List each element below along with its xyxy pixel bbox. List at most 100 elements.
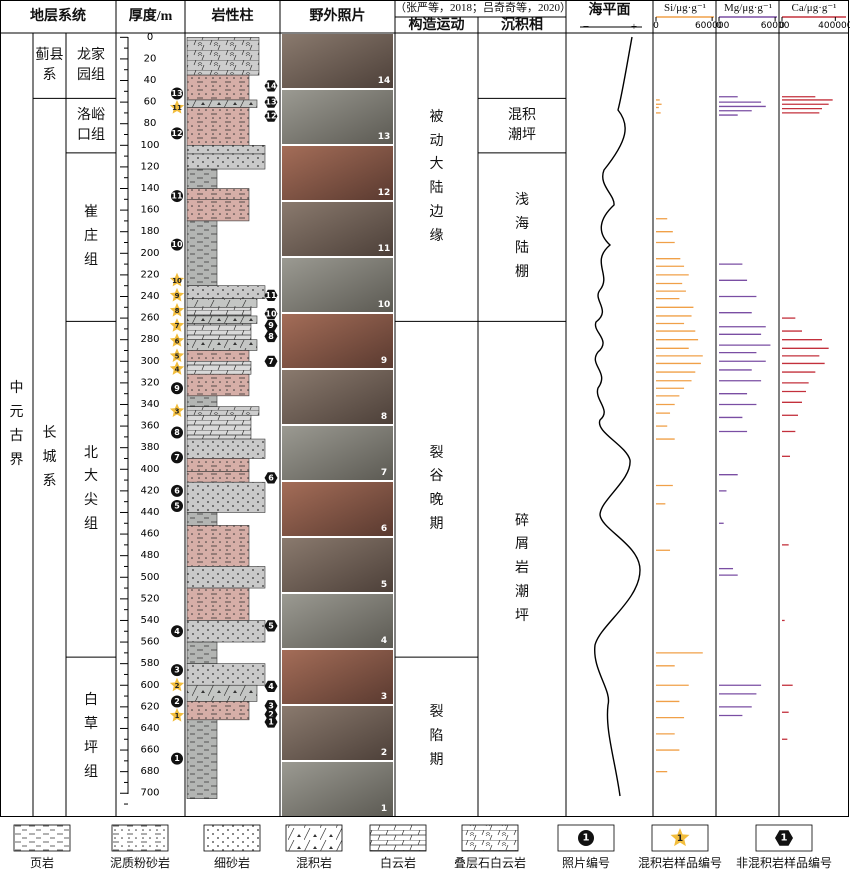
photo-number: 4 bbox=[381, 636, 387, 646]
frame bbox=[0, 0, 849, 817]
legend-label: 细砂岩 bbox=[213, 856, 250, 870]
element-tick-label: 0 bbox=[779, 21, 785, 31]
nonmixed-sample-marker bbox=[264, 680, 278, 692]
unit-name: 蓟县系 bbox=[35, 48, 64, 83]
lithology-pattern bbox=[187, 199, 249, 221]
photo-marker-number: 4 bbox=[174, 627, 180, 636]
depth-tick-label: 680 bbox=[140, 766, 159, 777]
mixed-sample-marker bbox=[169, 403, 185, 417]
nonmixed-sample-number: 12 bbox=[265, 112, 276, 121]
nonmixed-sample-marker bbox=[264, 716, 278, 728]
lithology-pattern bbox=[187, 482, 265, 513]
mixed-sample-number: 3 bbox=[175, 407, 180, 415]
depth-tick-label: 180 bbox=[140, 226, 159, 237]
lithology-pattern bbox=[187, 685, 257, 702]
legend-icon bbox=[578, 830, 594, 846]
lithology-pattern bbox=[187, 415, 251, 440]
nonmixed-sample-number: 8 bbox=[268, 332, 274, 341]
photo-marker-number: 10 bbox=[171, 240, 183, 249]
header-cell: 沉积相 bbox=[501, 17, 543, 33]
lithology-pattern bbox=[187, 298, 257, 308]
photo-marker bbox=[171, 451, 183, 464]
depth-tick-label: 200 bbox=[140, 248, 159, 259]
element-title: Mg/μg·g⁻¹ bbox=[723, 1, 772, 14]
unit-name: 碎屑岩潮坪 bbox=[515, 513, 529, 624]
element-title: Si/μg·g⁻¹ bbox=[664, 1, 706, 14]
field-photo bbox=[282, 314, 393, 368]
depth-tick-label: 120 bbox=[140, 161, 159, 172]
lithology-pattern bbox=[187, 107, 249, 146]
field-photo bbox=[282, 90, 393, 144]
nonmixed-sample-marker bbox=[264, 110, 278, 122]
photo-marker bbox=[171, 382, 183, 395]
photo-marker-number: 11 bbox=[171, 192, 183, 201]
photo-number: 9 bbox=[381, 356, 387, 366]
photo-marker bbox=[171, 127, 183, 140]
nonmixed-sample-number: 2 bbox=[268, 710, 274, 719]
photo-marker bbox=[171, 752, 183, 765]
depth-tick-label: 0 bbox=[147, 32, 153, 43]
lithology-pattern bbox=[187, 374, 249, 396]
element-tick-label: 400000 bbox=[818, 21, 850, 31]
photo-marker-number: 5 bbox=[174, 501, 180, 510]
lithology-pattern bbox=[187, 512, 217, 526]
depth-tick-label: 100 bbox=[140, 140, 159, 151]
mixed-sample-marker bbox=[169, 348, 185, 362]
field-photo bbox=[282, 146, 393, 200]
legend-pattern bbox=[112, 825, 168, 851]
photo-number: 6 bbox=[381, 524, 387, 534]
lithology-pattern bbox=[187, 315, 257, 324]
lithology-pattern bbox=[187, 642, 217, 664]
unit-name: 白草坪组 bbox=[84, 693, 98, 780]
nonmixed-sample-number: 14 bbox=[265, 81, 277, 90]
mixed-sample-number: 1 bbox=[175, 712, 180, 720]
nonmixed-sample-marker bbox=[264, 620, 278, 632]
unit-name: 浅海陆棚 bbox=[515, 193, 529, 280]
legend-pattern bbox=[204, 825, 260, 851]
depth-tick-label: 520 bbox=[140, 593, 159, 604]
photo-marker bbox=[171, 87, 183, 100]
unit-name: 北大尖组 bbox=[84, 445, 98, 533]
lithology-pattern bbox=[187, 153, 265, 170]
field-photo bbox=[282, 762, 393, 816]
depth-tick-label: 60 bbox=[144, 97, 157, 108]
nonmixed-sample-number: 5 bbox=[268, 621, 274, 630]
photo-number: 5 bbox=[381, 580, 387, 590]
depth-tick-label: 420 bbox=[140, 485, 159, 496]
legend-icon-number: 1 bbox=[781, 833, 788, 844]
nonmixed-sample-number: 6 bbox=[268, 473, 274, 482]
lithology-pattern bbox=[187, 439, 265, 459]
depth-tick-label: 300 bbox=[140, 356, 159, 367]
photo-marker bbox=[171, 625, 183, 638]
depth-tick-label: 440 bbox=[140, 507, 159, 518]
legend-label: 混积岩 bbox=[295, 856, 332, 870]
nonmixed-sample-marker bbox=[264, 96, 278, 108]
depth-tick-label: 540 bbox=[140, 615, 159, 626]
photo-marker bbox=[171, 238, 183, 251]
lithology-pattern bbox=[187, 188, 249, 200]
mixed-sample-marker bbox=[169, 361, 185, 375]
photo-marker-number: 3 bbox=[174, 666, 180, 675]
legend-icon bbox=[775, 830, 793, 846]
depth-tick-label: 20 bbox=[144, 53, 157, 64]
lithology-pattern bbox=[187, 169, 217, 189]
photo-marker bbox=[171, 499, 183, 512]
nonmixed-sample-number: 1 bbox=[268, 717, 274, 726]
photo-marker-number: 1 bbox=[174, 754, 180, 763]
depth-tick-label: 220 bbox=[140, 269, 159, 280]
mixed-sample-number: 9 bbox=[175, 292, 180, 300]
depth-tick-label: 40 bbox=[144, 75, 157, 86]
lithology-pattern bbox=[187, 145, 265, 154]
nonmixed-sample-number: 10 bbox=[265, 309, 277, 318]
element-tick-label: 60000 bbox=[761, 21, 790, 31]
legend-label: 照片编号 bbox=[561, 856, 610, 870]
lithology-pattern bbox=[187, 525, 249, 567]
mixed-sample-number: 2 bbox=[175, 682, 180, 690]
depth-tick-label: 560 bbox=[140, 637, 159, 648]
photo-number: 7 bbox=[381, 468, 387, 478]
legend-label: 叠层石白云岩 bbox=[453, 856, 526, 870]
photo-marker-number: 6 bbox=[174, 486, 180, 495]
depth-tick-label: 140 bbox=[140, 183, 159, 194]
depth-tick-label: 600 bbox=[140, 680, 159, 691]
sea-level-sign: + bbox=[630, 20, 638, 33]
